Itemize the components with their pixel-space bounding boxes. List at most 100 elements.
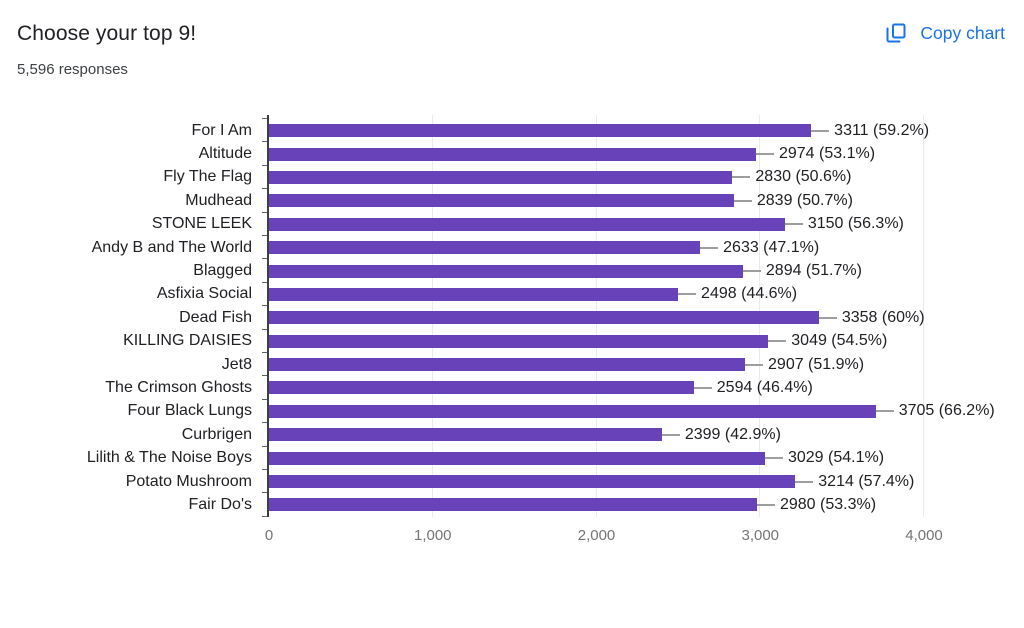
leader-line [784, 223, 803, 226]
x-axis-tick-label: 1,000 [413, 527, 452, 544]
bar[interactable] [269, 428, 662, 442]
y-axis-tick [262, 375, 267, 377]
bar-value-label: 2399 (42.9%) [684, 425, 781, 443]
y-axis-tick [262, 398, 267, 400]
bar-category-label: KILLING DAISIES [123, 332, 252, 350]
bar-row: Dead Fish 3358 (60%) [0, 306, 1024, 329]
leader-line [745, 363, 764, 366]
bar-value-label: 3214 (57.4%) [818, 472, 915, 490]
bar-row: Curbrigen 2399 (42.9%) [0, 423, 1024, 446]
bar[interactable] [269, 147, 756, 161]
bar-row: Altitude 2974 (53.1%) [0, 142, 1024, 165]
bar-value-label: 3358 (60%) [841, 308, 925, 326]
bar[interactable] [269, 498, 757, 512]
bar-rows: For I Am 3311 (59.2%) Altitude 2974 (53.1%)… [0, 119, 1024, 517]
bar-value-label: 2907 (51.9%) [768, 355, 865, 373]
bar-category-label: For I Am [191, 121, 252, 139]
bar[interactable] [269, 287, 679, 301]
bar-row: Four Black Lungs 3705 (66.2%) [0, 400, 1024, 423]
leader-line [818, 316, 837, 319]
bar-category-label: Altitude [198, 145, 252, 163]
bar[interactable] [269, 451, 765, 465]
x-axis-tick-label: 3,000 [741, 527, 780, 544]
bar[interactable] [269, 194, 734, 208]
y-axis-tick [262, 305, 267, 307]
y-axis-tick [262, 141, 267, 143]
bar[interactable] [269, 241, 701, 255]
bar-row: STONE LEEK 3150 (56.3%) [0, 213, 1024, 236]
responses-count: 5,596 responses [17, 61, 128, 78]
bar-category-label: Jet8 [221, 355, 252, 373]
bar-value-label: 2980 (53.3%) [779, 495, 877, 513]
y-axis-tick [262, 445, 267, 447]
leader-line [661, 433, 680, 436]
bar-value-label: 3311 (59.2%) [834, 121, 930, 139]
bar-category-label: Lilith & The Noise Boys [86, 449, 252, 467]
y-axis-tick [262, 164, 267, 166]
bar-category-label: Fly The Flag [163, 168, 252, 186]
bar-row: KILLING DAISIES 3049 (54.5%) [0, 330, 1024, 353]
leader-line [764, 457, 783, 460]
y-axis-tick [262, 492, 267, 494]
bar[interactable] [269, 124, 812, 138]
bar[interactable] [269, 404, 876, 418]
bar-category-label: STONE LEEK [151, 215, 252, 233]
gridline [923, 115, 924, 517]
bar[interactable] [269, 475, 796, 489]
leader-line [733, 199, 752, 202]
y-axis-tick [262, 422, 267, 424]
bar-value-label: 2830 (50.6%) [755, 168, 852, 186]
bar[interactable] [269, 217, 785, 231]
bar[interactable] [269, 311, 819, 325]
leader-line [678, 293, 697, 296]
question-title: Choose your top 9! [17, 22, 197, 45]
copy-chart-label: Copy chart [920, 22, 1005, 43]
bar-row: Blagged 2894 (51.7%) [0, 259, 1024, 282]
leader-line [693, 386, 712, 389]
bar-row: For I Am 3311 (59.2%) [0, 119, 1024, 142]
bar[interactable] [269, 334, 769, 348]
leader-line [795, 480, 814, 483]
leader-line [700, 246, 719, 249]
bar-row: Potato Mushroom 3214 (57.4%) [0, 470, 1024, 493]
bar[interactable] [269, 381, 694, 395]
bar[interactable] [269, 358, 746, 372]
bar-row: The Crimson Ghosts 2594 (46.4%) [0, 376, 1024, 399]
bar[interactable] [269, 264, 743, 278]
bar-value-label: 3150 (56.3%) [807, 215, 904, 233]
bar-row: Jet8 2907 (51.9%) [0, 353, 1024, 376]
bar-category-label: Four Black Lungs [127, 402, 252, 420]
bar-value-label: 2633 (47.1%) [723, 238, 820, 256]
bar-row: Lilith & The Noise Boys 3029 (54.1%) [0, 446, 1024, 469]
bar-category-label: The Crimson Ghosts [105, 378, 252, 396]
y-axis-tick [262, 469, 267, 470]
y-axis-tick [262, 352, 267, 353]
copy-chart-button[interactable]: Copy chart [884, 21, 1005, 45]
y-axis-tick [262, 118, 267, 119]
y-axis-tick [262, 515, 267, 517]
bar-value-label: 2498 (44.6%) [701, 285, 798, 303]
leader-line [768, 340, 787, 343]
y-axis-tick [262, 281, 267, 283]
bar[interactable] [269, 170, 733, 184]
leader-line [732, 176, 751, 179]
bar-value-label: 2974 (53.1%) [778, 145, 876, 163]
bar-row: Asfixia Social 2498 (44.6%) [0, 283, 1024, 306]
y-axis-tick [262, 211, 267, 213]
leader-line [742, 270, 761, 273]
y-axis-tick [262, 188, 267, 190]
bar-row: Mudhead 2839 (50.7%) [0, 189, 1024, 212]
bar-category-label: Asfixia Social [156, 285, 252, 303]
bar-value-label: 3049 (54.5%) [791, 332, 888, 350]
bar-category-label: Andy B and The World [91, 238, 252, 256]
bar-value-label: 2894 (51.7%) [765, 262, 862, 280]
bar-value-label: 3029 (54.1%) [787, 449, 885, 467]
copy-icon [884, 21, 908, 45]
bar-row: Andy B and The World 2633 (47.1%) [0, 236, 1024, 259]
bar-category-label: Curbrigen [181, 425, 252, 443]
bar-value-label: 2839 (50.7%) [756, 191, 853, 209]
bar-row: Fair Do's 2980 (53.3%) [0, 493, 1024, 516]
y-axis-tick [262, 258, 267, 260]
bar-category-label: Fair Do's [188, 495, 252, 513]
